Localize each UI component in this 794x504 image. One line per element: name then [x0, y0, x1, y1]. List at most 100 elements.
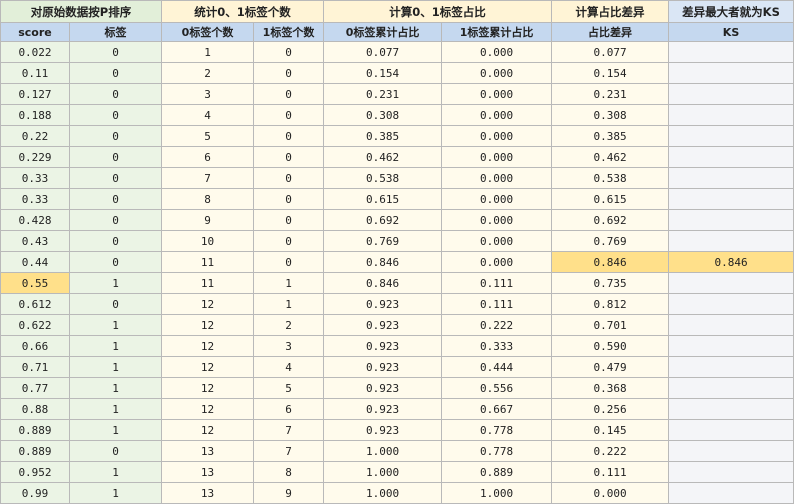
cell-cum0[interactable]: 0.615 — [323, 188, 443, 210]
cell-ks[interactable] — [668, 104, 794, 126]
cell-score[interactable]: 0.229 — [0, 146, 70, 168]
cell-cum1[interactable]: 0.000 — [441, 188, 553, 210]
cell-count1[interactable]: 6 — [252, 398, 325, 420]
cell-count0[interactable]: 11 — [161, 251, 254, 273]
cell-count1[interactable]: 3 — [252, 335, 325, 357]
cell-label[interactable]: 0 — [69, 62, 162, 84]
cell-score[interactable]: 0.889 — [0, 419, 70, 441]
cell-diff[interactable]: 0.222 — [551, 440, 670, 462]
cell-cum1[interactable]: 0.111 — [441, 272, 553, 294]
cell-label[interactable]: 0 — [69, 167, 162, 189]
cell-label[interactable]: 1 — [69, 398, 162, 420]
cell-ks[interactable] — [668, 41, 794, 63]
cell-ks[interactable] — [668, 356, 794, 378]
cell-ks[interactable] — [668, 230, 794, 252]
cell-count0[interactable]: 13 — [161, 461, 254, 483]
cell-cum0[interactable]: 0.846 — [323, 251, 443, 273]
cell-diff[interactable]: 0.256 — [551, 398, 670, 420]
cell-cum1[interactable]: 1.000 — [441, 482, 553, 504]
column-header-count1[interactable]: 1标签个数 — [252, 22, 325, 42]
cell-ks[interactable] — [668, 293, 794, 315]
cell-cum0[interactable]: 0.923 — [323, 377, 443, 399]
cell-diff[interactable]: 0.812 — [551, 293, 670, 315]
column-header-label[interactable]: 标签 — [69, 22, 162, 42]
cell-cum1[interactable]: 0.000 — [441, 41, 553, 63]
cell-label[interactable]: 1 — [69, 461, 162, 483]
cell-diff[interactable]: 0.000 — [551, 482, 670, 504]
cell-diff[interactable]: 0.769 — [551, 230, 670, 252]
cell-score[interactable]: 0.88 — [0, 398, 70, 420]
cell-count1[interactable]: 9 — [252, 482, 325, 504]
cell-count1[interactable]: 0 — [252, 62, 325, 84]
cell-count1[interactable]: 5 — [252, 377, 325, 399]
group-header-count[interactable]: 统计0、1标签个数 — [160, 0, 325, 23]
cell-diff[interactable]: 0.846 — [551, 251, 670, 273]
cell-ks[interactable] — [668, 461, 794, 483]
cell-label[interactable]: 1 — [69, 419, 162, 441]
cell-count1[interactable]: 8 — [252, 461, 325, 483]
cell-cum1[interactable]: 0.000 — [441, 209, 553, 231]
cell-cum0[interactable]: 0.923 — [323, 356, 443, 378]
cell-diff[interactable]: 0.701 — [551, 314, 670, 336]
cell-count0[interactable]: 3 — [161, 83, 254, 105]
cell-count0[interactable]: 12 — [161, 377, 254, 399]
cell-label[interactable]: 0 — [69, 83, 162, 105]
cell-ks[interactable] — [668, 482, 794, 504]
cell-label[interactable]: 1 — [69, 314, 162, 336]
cell-count0[interactable]: 13 — [161, 440, 254, 462]
cell-count1[interactable]: 1 — [252, 293, 325, 315]
cell-count0[interactable]: 9 — [161, 209, 254, 231]
cell-ks[interactable] — [668, 83, 794, 105]
cell-diff[interactable]: 0.479 — [551, 356, 670, 378]
cell-ks[interactable] — [668, 335, 794, 357]
cell-count0[interactable]: 10 — [161, 230, 254, 252]
cell-cum1[interactable]: 0.778 — [441, 419, 553, 441]
cell-label[interactable]: 1 — [69, 377, 162, 399]
group-header-sort[interactable]: 对原始数据按P排序 — [0, 0, 162, 23]
cell-score[interactable]: 0.77 — [0, 377, 70, 399]
cell-diff[interactable]: 0.154 — [551, 62, 670, 84]
cell-score[interactable]: 0.622 — [0, 314, 70, 336]
cell-label[interactable]: 0 — [69, 230, 162, 252]
column-header-score[interactable]: score — [0, 22, 70, 42]
column-header-cum1[interactable]: 1标签累计占比 — [441, 22, 553, 42]
cell-score[interactable]: 0.22 — [0, 125, 70, 147]
cell-cum0[interactable]: 0.923 — [323, 314, 443, 336]
cell-cum1[interactable]: 0.333 — [441, 335, 553, 357]
cell-score[interactable]: 0.99 — [0, 482, 70, 504]
cell-cum1[interactable]: 0.778 — [441, 440, 553, 462]
cell-count0[interactable]: 11 — [161, 272, 254, 294]
cell-cum1[interactable]: 0.000 — [441, 167, 553, 189]
cell-cum0[interactable]: 0.231 — [323, 83, 443, 105]
cell-ks[interactable] — [668, 272, 794, 294]
cell-ks[interactable] — [668, 62, 794, 84]
group-header-diff[interactable]: 计算占比差异 — [551, 0, 670, 23]
cell-diff[interactable]: 0.590 — [551, 335, 670, 357]
column-header-ks[interactable]: KS — [668, 22, 794, 42]
cell-cum1[interactable]: 0.000 — [441, 251, 553, 273]
cell-cum1[interactable]: 0.222 — [441, 314, 553, 336]
cell-score[interactable]: 0.44 — [0, 251, 70, 273]
cell-ks[interactable] — [668, 146, 794, 168]
cell-cum1[interactable]: 0.444 — [441, 356, 553, 378]
cell-cum1[interactable]: 0.000 — [441, 83, 553, 105]
cell-count0[interactable]: 12 — [161, 293, 254, 315]
cell-count0[interactable]: 13 — [161, 482, 254, 504]
cell-score[interactable]: 0.55 — [0, 272, 70, 294]
cell-cum1[interactable]: 0.667 — [441, 398, 553, 420]
cell-count0[interactable]: 8 — [161, 188, 254, 210]
cell-label[interactable]: 0 — [69, 293, 162, 315]
cell-count1[interactable]: 0 — [252, 83, 325, 105]
cell-cum0[interactable]: 0.923 — [323, 335, 443, 357]
cell-score[interactable]: 0.428 — [0, 209, 70, 231]
cell-cum0[interactable]: 0.538 — [323, 167, 443, 189]
cell-ks[interactable] — [668, 440, 794, 462]
cell-ks[interactable] — [668, 377, 794, 399]
cell-cum0[interactable]: 0.923 — [323, 419, 443, 441]
cell-label[interactable]: 0 — [69, 41, 162, 63]
cell-diff[interactable]: 0.615 — [551, 188, 670, 210]
cell-diff[interactable]: 0.145 — [551, 419, 670, 441]
cell-score[interactable]: 0.33 — [0, 167, 70, 189]
cell-cum0[interactable]: 0.077 — [323, 41, 443, 63]
cell-count1[interactable]: 2 — [252, 314, 325, 336]
